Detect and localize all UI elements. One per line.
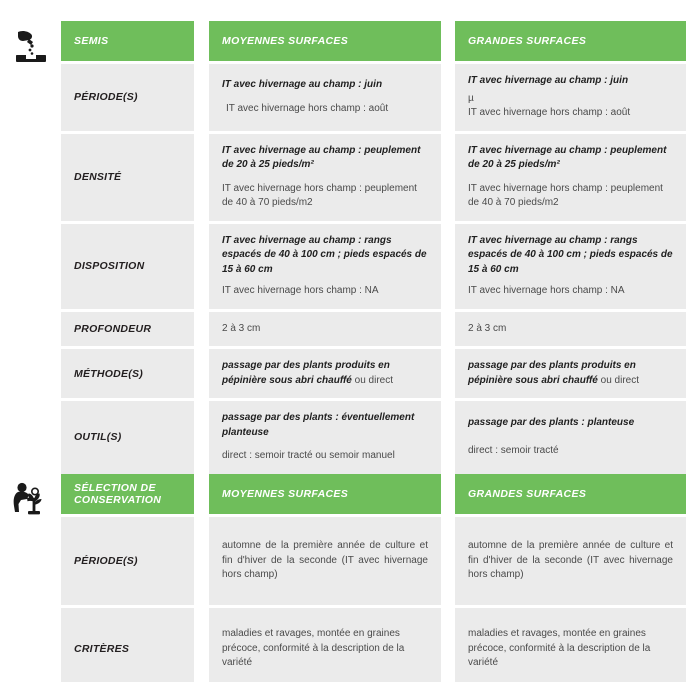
row-label-outils: OUTIL(S) <box>61 401 194 474</box>
row-label-profondeur: PROFONDEUR <box>61 311 194 346</box>
table-row: DENSITÉ IT avec hivernage au champ : peu… <box>61 133 686 221</box>
semis-header-grandes-surfaces: GRANDES SURFACES <box>455 21 686 61</box>
row-value-criteres-moyennes: maladies et ravages, montée en graines p… <box>209 608 441 682</box>
text-plain: direct : semoir tracté ou semoir manuel <box>222 450 395 461</box>
table-row: OUTIL(S) passage par des plants : éventu… <box>61 401 686 474</box>
row-value-disposition-grandes: IT avec hivernage au champ : rangs espac… <box>455 223 686 309</box>
text-bold: passage par des plants produits en pépin… <box>468 360 636 386</box>
text-plain: IT avec hivernage hors champ : peuplemen… <box>468 182 663 209</box>
text-bold: passage par des plants : éventuellement … <box>222 412 415 438</box>
text-plain: IT avec hivernage hors champ : août <box>226 102 389 114</box>
selection-header-label: SÉLECTION DE CONSERVATION <box>61 474 194 514</box>
text-bold: passage par des plants : planteuse <box>468 416 635 428</box>
row-value-methodes-grandes: passage par des plants produits en pépin… <box>455 349 686 398</box>
text-plain: maladies et ravages, montée en graines p… <box>468 628 651 669</box>
text-plain: IT avec hivernage hors champ : NA <box>222 285 379 296</box>
text-bold: IT avec hivernage au champ : peuplement … <box>222 144 421 171</box>
row-value-disposition-moyennes: IT avec hivernage au champ : rangs espac… <box>209 223 441 309</box>
selection-grid: SÉLECTION DE CONSERVATION MOYENNES SURFA… <box>61 474 686 682</box>
text-plain: IT avec hivernage hors champ : août <box>468 107 631 118</box>
row-label-methodes: MÉTHODE(S) <box>61 349 194 398</box>
semis-header-label: SEMIS <box>61 21 194 61</box>
text-bold: IT avec hivernage au champ : rangs espac… <box>222 234 427 275</box>
row-value-profondeur-grandes: 2 à 3 cm <box>455 311 686 346</box>
row-value-criteres-grandes: maladies et ravages, montée en graines p… <box>455 608 686 682</box>
row-value-periodes-selection-moyennes: automne de la première année de culture … <box>209 517 441 605</box>
row-label-periodes: PÉRIODE(S) <box>61 64 194 131</box>
row-value-periodes-selection-grandes: automne de la première année de culture … <box>455 517 686 605</box>
text-plain: ou direct <box>351 374 393 386</box>
row-label-disposition: DISPOSITION <box>61 223 194 309</box>
person-inspecting-plant-icon <box>6 474 56 526</box>
row-value-densite-moyennes: IT avec hivernage au champ : peuplement … <box>209 133 441 221</box>
text-plain: IT avec hivernage hors champ : NA <box>468 285 625 296</box>
selection-header-moyennes-surfaces: MOYENNES SURFACES <box>209 474 441 514</box>
row-value-profondeur-moyennes: 2 à 3 cm <box>209 311 441 346</box>
text-plain: direct : semoir tracté <box>468 445 559 457</box>
hand-sowing-seeds-icon <box>6 21 56 73</box>
semis-header-moyennes-surfaces: MOYENNES SURFACES <box>209 21 441 61</box>
selection-header-row: SÉLECTION DE CONSERVATION MOYENNES SURFA… <box>61 474 686 514</box>
text-bold: IT avec hivernage au champ : rangs espac… <box>468 234 673 275</box>
text-plain: 2 à 3 cm <box>222 322 261 334</box>
text-plain: 2 à 3 cm <box>468 322 507 334</box>
text-plain: ou direct <box>597 374 639 386</box>
text-bold: IT avec hivernage au champ : juin <box>222 79 383 91</box>
table-row: CRITÈRES maladies et ravages, montée en … <box>61 608 686 682</box>
table-row: PROFONDEUR 2 à 3 cm 2 à 3 cm <box>61 311 686 346</box>
text-bold: passage par des plants produits en pépin… <box>222 360 390 386</box>
text-plain: automne de la première année de culture … <box>468 540 673 581</box>
row-value-outils-grandes: passage par des plants : planteuse direc… <box>455 401 686 474</box>
text-stray-mu: µ <box>468 92 474 104</box>
text-plain: automne de la première année de culture … <box>222 540 428 581</box>
row-label-periodes-selection: PÉRIODE(S) <box>61 517 194 605</box>
table-row: PÉRIODE(S) IT avec hivernage au champ : … <box>61 64 686 131</box>
row-label-criteres: CRITÈRES <box>61 608 194 682</box>
row-value-densite-grandes: IT avec hivernage au champ : peuplement … <box>455 133 686 221</box>
row-value-periodes-grandes: IT avec hivernage au champ : juin µ IT a… <box>455 64 686 131</box>
row-value-periodes-moyennes: IT avec hivernage au champ : juin IT ave… <box>209 64 441 131</box>
row-value-methodes-moyennes: passage par des plants produits en pépin… <box>209 349 441 398</box>
table-row: DISPOSITION IT avec hivernage au champ :… <box>61 223 686 309</box>
text-plain: IT avec hivernage hors champ : peuplemen… <box>222 182 417 209</box>
text-bold: IT avec hivernage au champ : peuplement … <box>468 144 667 171</box>
row-value-outils-moyennes: passage par des plants : éventuellement … <box>209 401 441 474</box>
table-row: MÉTHODE(S) passage par des plants produi… <box>61 349 686 398</box>
table-row: PÉRIODE(S) automne de la première année … <box>61 517 686 605</box>
text-bold: IT avec hivernage au champ : juin <box>468 75 629 86</box>
text-plain: maladies et ravages, montée en graines p… <box>222 628 405 669</box>
semis-grid: SEMIS MOYENNES SURFACES GRANDES SURFACES… <box>61 21 686 511</box>
semis-header-row: SEMIS MOYENNES SURFACES GRANDES SURFACES <box>61 21 686 61</box>
selection-header-grandes-surfaces: GRANDES SURFACES <box>455 474 686 514</box>
row-label-densite: DENSITÉ <box>61 133 194 221</box>
